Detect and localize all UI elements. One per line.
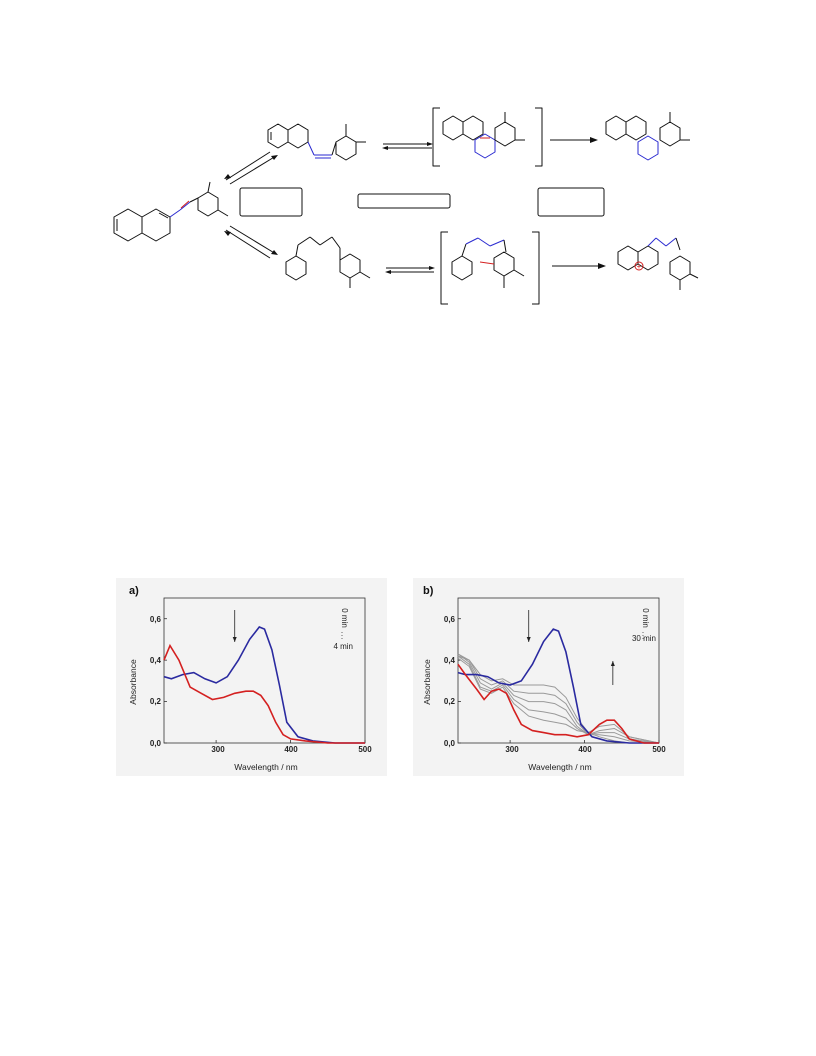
trend-arrowhead [232,637,237,642]
bottom-product-structure [617,237,699,290]
bottom-z-isomer-structure [285,236,371,288]
charge-symbol: + [637,262,642,271]
y-tick: 0,4 [150,656,162,665]
y-tick: 0,2 [150,697,162,706]
panel-label: b) [423,585,434,597]
trend-arrowhead [610,661,615,666]
series-line [457,653,660,744]
x-axis-label: Wavelength / nm [528,762,591,772]
chart-panel-b: b) 300 400 500 0,0 0,2 0,4 0,6 Wavelengt… [413,578,684,776]
annotation-start: 0 min [641,608,650,628]
reactant-structure [113,181,229,242]
tick-labels: 300 400 500 0,0 0,2 0,4 0,6 [150,615,372,754]
x-tick: 300 [505,745,519,754]
top-product-structure [605,112,690,161]
series-line [163,626,365,744]
reaction-arrows [550,139,600,267]
y-tick: 0,0 [150,739,162,748]
y-axis-label: Absorbance [422,659,432,705]
series-line [163,643,365,744]
series-line [457,663,659,744]
series-line [457,628,659,744]
y-tick: 0,6 [444,615,456,624]
x-tick: 300 [211,745,225,754]
plot-frame [457,597,660,744]
chart-panel-a: a) 300 400 500 0,0 0,2 0,4 0,6 Wavelengt… [116,578,387,776]
series-line [457,655,659,744]
series-line [457,657,660,744]
tick-labels: 300 400 500 0,0 0,2 0,4 0,6 [444,615,666,754]
panel-label: a) [129,585,139,597]
y-tick: 0,6 [150,615,162,624]
x-tick: 500 [358,745,372,754]
series-line [457,655,660,744]
plot-frame [163,597,366,744]
plot-area [163,597,366,744]
x-tick: 400 [284,745,298,754]
series-line [457,653,660,744]
equilibrium-arrows [225,143,434,273]
trend-arrowhead [526,637,531,642]
annotation-start: 0 min [340,608,349,628]
top-z-isomer-structure [267,123,366,161]
y-tick: 0,0 [444,739,456,748]
top-intermediate-structure [432,107,543,167]
condition-boxes [239,187,605,217]
y-axis-label: Absorbance [128,659,138,705]
x-axis-label: Wavelength / nm [234,762,297,772]
bottom-intermediate-structure [440,231,540,305]
chart-b-svg: b) 300 400 500 0,0 0,2 0,4 0,6 Wavelengt… [422,585,666,772]
x-tick: 500 [652,745,666,754]
reaction-scheme: + [113,107,699,305]
cation-charge: + [634,261,644,271]
annotation-end: 4 min [333,642,353,651]
y-tick: 0,2 [444,697,456,706]
x-tick: 400 [578,745,592,754]
y-tick: 0,4 [444,656,456,665]
plot-area [457,597,660,744]
chart-a-svg: a) 300 400 500 0,0 0,2 0,4 0,6 Wavelengt… [128,585,372,772]
annotation-end: 30 min [632,634,656,643]
